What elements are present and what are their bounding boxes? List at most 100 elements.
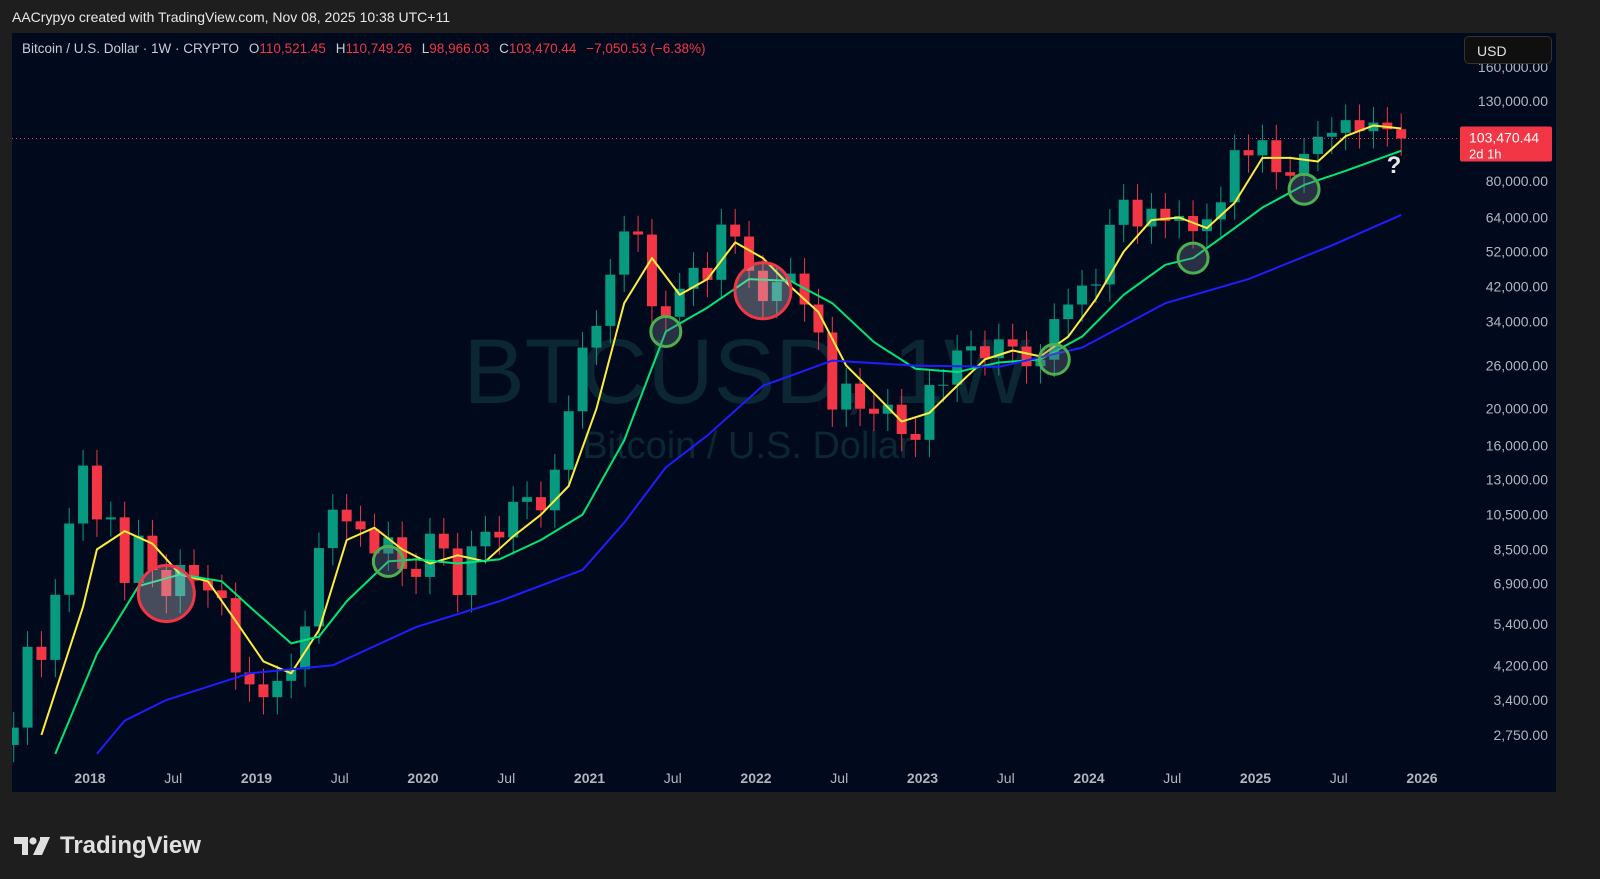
- change-value: −7,050.53 (−6.38%): [586, 41, 706, 56]
- candle-body: [78, 465, 89, 524]
- price-axis-label: 3,400.00: [1494, 692, 1549, 708]
- candle-body: [757, 270, 768, 302]
- price-axis-label: 10,500.00: [1486, 507, 1548, 523]
- candle-body: [896, 404, 907, 434]
- chart-panel[interactable]: BTCUSD, 1W Bitcoin / U.S. Dollar? 160,000.…: [12, 33, 1556, 792]
- price-axis-label: 6,900.00: [1494, 576, 1549, 592]
- candle-body: [36, 646, 47, 660]
- candle-body: [1340, 120, 1351, 133]
- watermark-description: Bitcoin / U.S. Dollar: [582, 425, 912, 467]
- candle-body: [744, 236, 755, 271]
- time-axis-label: Jul: [830, 770, 848, 786]
- low-value: 98,966.03: [429, 41, 490, 56]
- candle-body: [730, 224, 741, 237]
- candle-body: [341, 509, 352, 522]
- candle-body: [674, 288, 685, 317]
- currency-button[interactable]: USD: [1464, 36, 1552, 64]
- candle-body: [1271, 140, 1282, 173]
- open-value: 110,521.45: [259, 41, 326, 56]
- green-circle-annotation: [649, 314, 683, 348]
- time-axis-label: Jul: [997, 770, 1015, 786]
- candle-body: [369, 529, 380, 554]
- time-axis-label: 2024: [1073, 770, 1104, 786]
- price-axis-label: 5,400.00: [1494, 616, 1549, 632]
- candle-body: [22, 646, 33, 728]
- candle-body: [1007, 339, 1018, 347]
- candle-body: [591, 325, 602, 348]
- green-circle-annotation: [1037, 342, 1071, 376]
- price-axis-label: 52,000.00: [1486, 244, 1548, 260]
- candle-body: [230, 598, 241, 673]
- tradingview-logo[interactable]: TradingView: [14, 832, 201, 860]
- candle-body: [1160, 208, 1171, 221]
- candle-body: [993, 339, 1004, 359]
- open-label: O: [248, 41, 260, 56]
- candle-body: [785, 273, 796, 283]
- candle-body: [286, 669, 297, 681]
- candle-body: [535, 497, 546, 511]
- candle-body: [979, 346, 990, 359]
- time-axis-label: 2023: [907, 770, 938, 786]
- red-circle-annotation: [733, 261, 793, 321]
- price-axis-label: 16,000.00: [1486, 437, 1548, 453]
- ma-slow-line: [96, 214, 1402, 755]
- price-axis-label: 80,000.00: [1486, 173, 1548, 189]
- candle-body: [1090, 284, 1101, 286]
- candle-body: [605, 274, 616, 326]
- green-circle-annotation: [371, 544, 405, 578]
- candle-body: [1396, 129, 1407, 139]
- candle-body: [452, 548, 463, 596]
- last-price-value: 103,470.44: [1469, 130, 1539, 146]
- price-axis-label: 20,000.00: [1486, 401, 1548, 417]
- candle-body: [771, 282, 782, 302]
- candle-body: [1021, 346, 1032, 367]
- candle-body: [1326, 132, 1337, 137]
- candle-body: [161, 569, 172, 597]
- candle-body: [105, 517, 116, 520]
- candle-body: [327, 509, 338, 549]
- candle-body: [119, 517, 130, 583]
- candle-body: [813, 304, 824, 333]
- candle-body: [1201, 219, 1212, 232]
- red-circle-annotation: [136, 563, 196, 623]
- time-axis-label: 2022: [740, 770, 771, 786]
- time-axis-label: 2026: [1406, 770, 1437, 786]
- candle-body: [841, 383, 852, 410]
- candle-body: [1285, 172, 1296, 176]
- symbol-title[interactable]: Bitcoin / U.S. Dollar · 1W · CRYPTO: [22, 41, 240, 56]
- candle-body: [1368, 122, 1379, 132]
- green-circle-annotation: [1176, 241, 1210, 275]
- candle-body: [12, 727, 19, 745]
- price-axis-label: 2,750.00: [1494, 727, 1549, 743]
- candle-body: [272, 680, 283, 698]
- last-price-tag-bg: [1460, 126, 1552, 162]
- candle-body: [1104, 224, 1115, 285]
- candle-body: [480, 531, 491, 547]
- time-axis-label: Jul: [1163, 770, 1181, 786]
- price-axis-label: 42,000.00: [1486, 279, 1548, 295]
- candle-body: [619, 231, 630, 275]
- candle-body: [244, 672, 255, 685]
- candle-body: [494, 531, 505, 538]
- time-axis-label: Jul: [497, 770, 515, 786]
- close-label: C: [499, 41, 509, 56]
- candle-body: [522, 497, 533, 502]
- candle-body: [660, 306, 671, 317]
- candle-body: [966, 346, 977, 351]
- time-axis-label: 2018: [74, 770, 105, 786]
- candle-body: [466, 546, 477, 596]
- candle-body: [1382, 122, 1393, 130]
- candle-body: [1215, 202, 1226, 220]
- candle-body: [438, 533, 449, 549]
- candle-body: [411, 568, 422, 577]
- ma-fast-line: [40, 124, 1402, 736]
- candle-body: [133, 535, 144, 583]
- candle-body: [1229, 150, 1240, 203]
- candle-body: [1354, 120, 1365, 132]
- candle-body: [827, 332, 838, 410]
- candle-body: [952, 350, 963, 385]
- candle-body: [91, 465, 102, 520]
